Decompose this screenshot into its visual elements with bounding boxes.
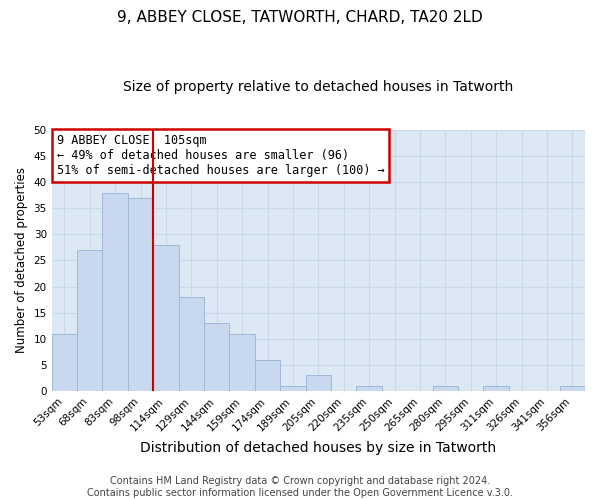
Text: 9 ABBEY CLOSE: 105sqm
← 49% of detached houses are smaller (96)
51% of semi-deta: 9 ABBEY CLOSE: 105sqm ← 49% of detached … (57, 134, 385, 177)
Bar (103, 192, 128, 391)
Bar (204, 323, 229, 391)
X-axis label: Distribution of detached houses by size in Tatworth: Distribution of detached houses by size … (140, 441, 496, 455)
Bar (255, 360, 280, 391)
Text: 9, ABBEY CLOSE, TATWORTH, CHARD, TA20 2LD: 9, ABBEY CLOSE, TATWORTH, CHARD, TA20 2L… (117, 10, 483, 25)
Bar (153, 245, 179, 391)
Bar (179, 297, 204, 391)
Text: Contains HM Land Registry data © Crown copyright and database right 2024.
Contai: Contains HM Land Registry data © Crown c… (87, 476, 513, 498)
Bar (356, 386, 382, 391)
Title: Size of property relative to detached houses in Tatworth: Size of property relative to detached ho… (123, 80, 514, 94)
Y-axis label: Number of detached properties: Number of detached properties (15, 168, 28, 354)
Bar (484, 386, 509, 391)
Bar (560, 386, 585, 391)
Bar (229, 334, 255, 391)
Bar (280, 386, 305, 391)
Bar (305, 376, 331, 391)
Bar (77, 250, 103, 391)
Bar (52, 334, 77, 391)
Bar (128, 198, 153, 391)
Bar (433, 386, 458, 391)
